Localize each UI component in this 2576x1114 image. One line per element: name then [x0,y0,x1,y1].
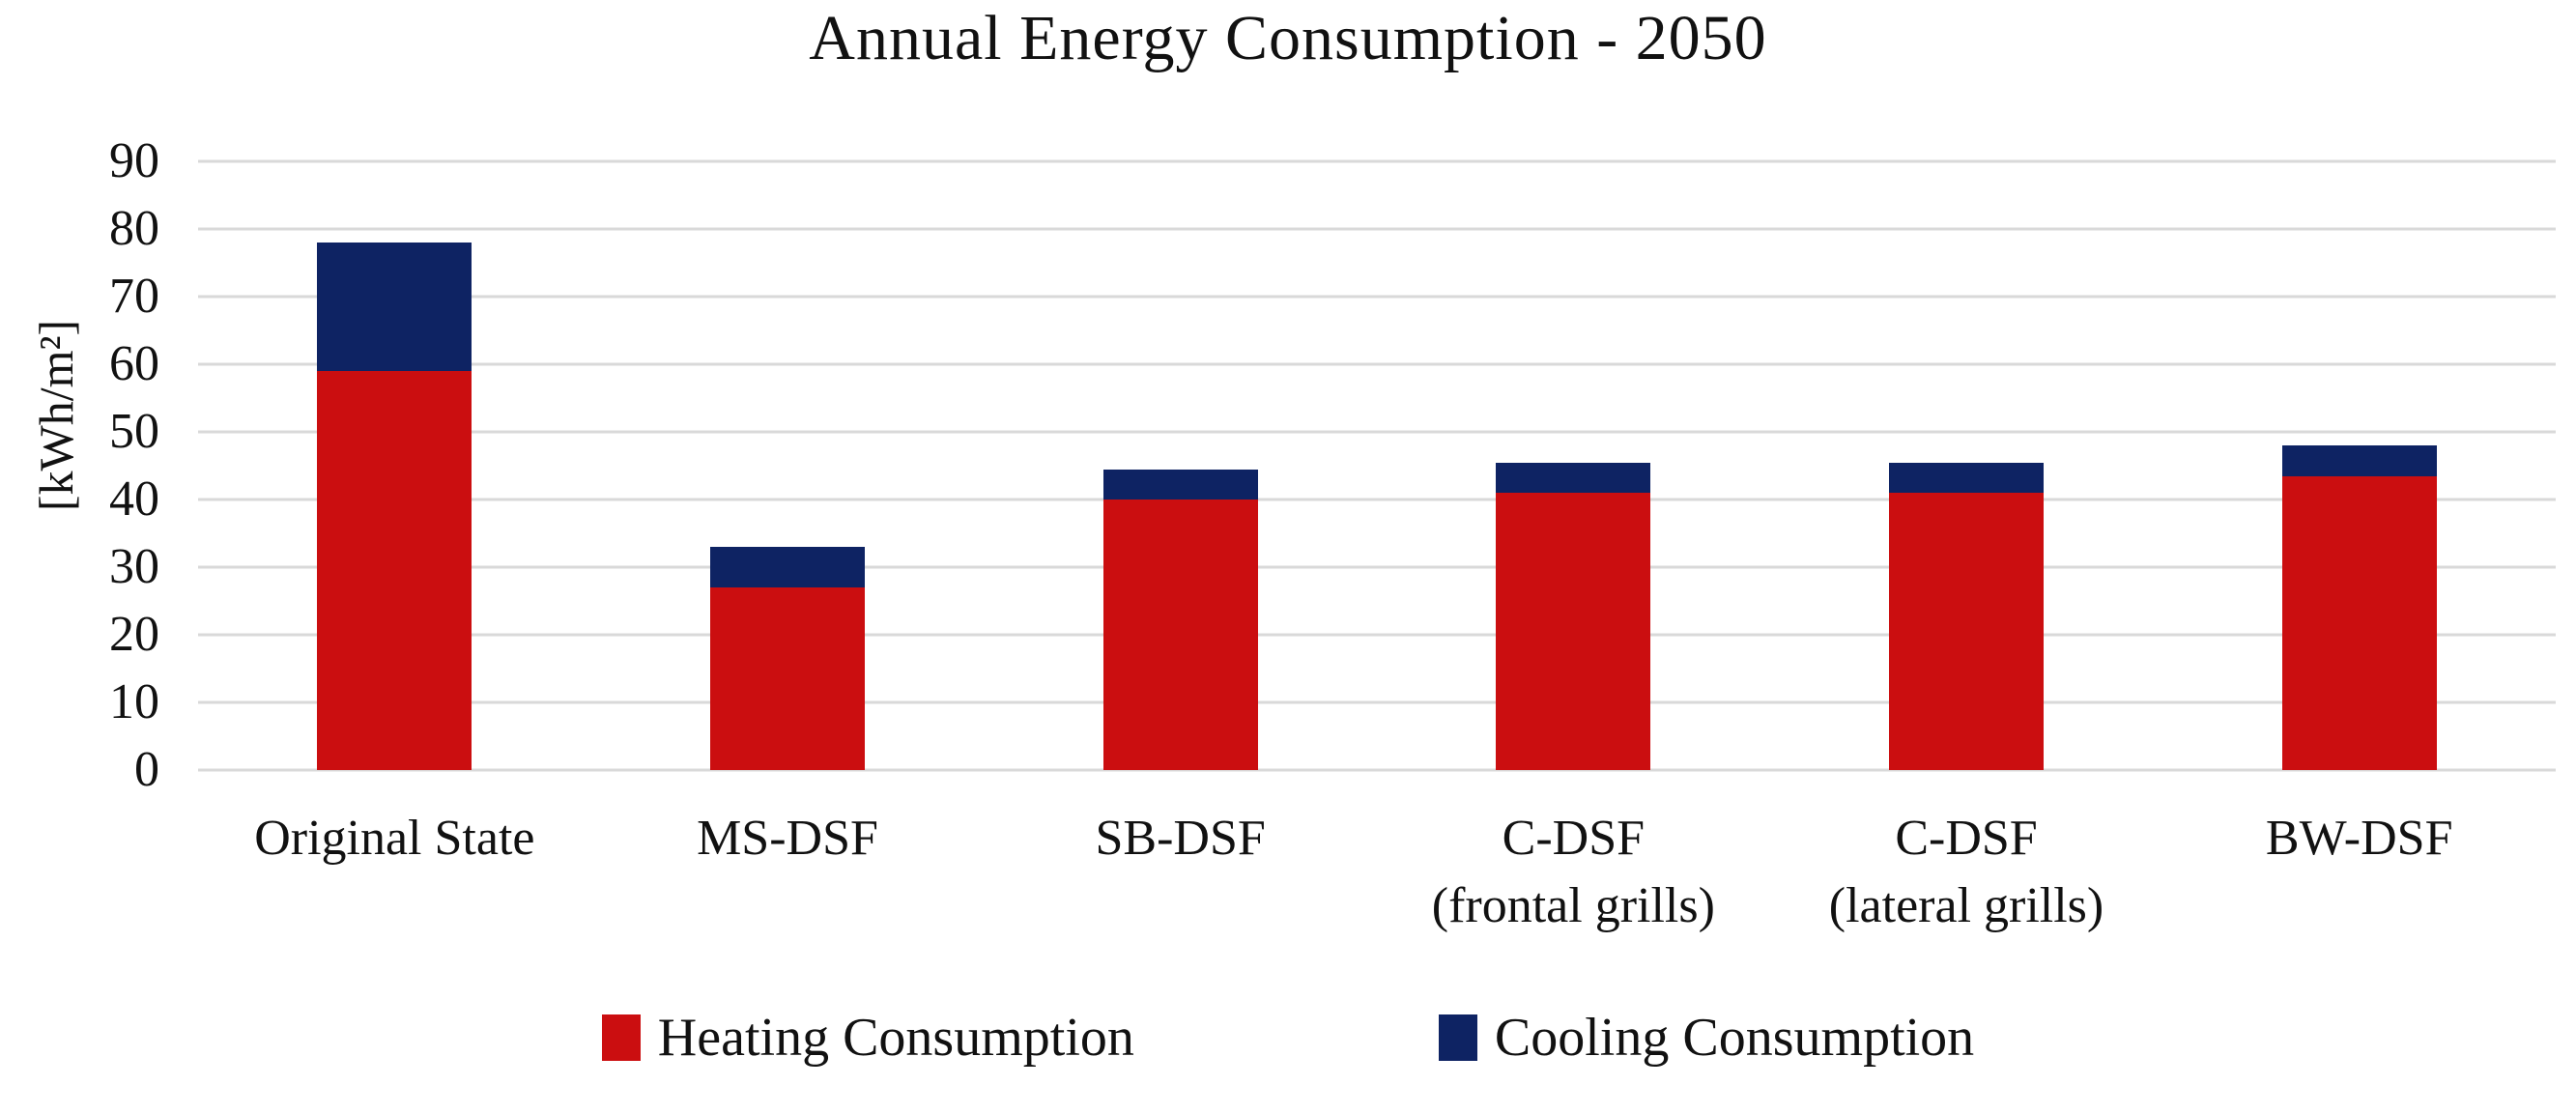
bar-slot [984,161,1377,770]
legend-item-heating: Heating Consumption [601,1007,1134,1069]
x-tick-label: C-DSF (frontal grills) [1431,811,1715,934]
bar-slot [198,161,591,770]
gridline [198,768,2556,772]
legend-label-heating: Heating Consumption [657,1008,1134,1068]
stacked-bar [2281,161,2437,770]
bars [198,161,2556,770]
heating-segment [1102,500,1258,770]
x-tick-label: MS-DSF [697,811,878,866]
legend-label-cooling: Cooling Consumption [1494,1008,1975,1068]
x-tick-label: Original State [254,811,535,866]
gridlines [198,159,2556,772]
stacked-bar [710,161,865,770]
bar-slot [591,161,985,770]
chart-title: Annual Energy Consumption - 2050 [809,3,1767,73]
heating-segment [710,587,865,770]
heating-segment [317,371,472,770]
y-axis-ticks: 0 10 20 30 40 50 60 70 80 90 [109,133,159,797]
cooling-segment [317,243,472,371]
stacked-bar [1889,161,2045,770]
x-tick-label: BW-DSF [2265,811,2453,866]
heating-segment [2281,475,2437,770]
cooling-segment [1496,462,1651,493]
stacked-bar [1102,161,1258,770]
plot-area [198,159,2556,772]
gridline [198,633,2556,637]
heating-segment [1496,493,1651,770]
cooling-segment [1889,462,2045,493]
legend: Heating Consumption Cooling Consumption [0,1007,2576,1069]
cooling-segment [710,547,865,587]
legend-item-cooling: Cooling Consumption [1438,1007,1975,1069]
heating-segment [1889,493,2045,770]
bar-slot [1377,161,1770,770]
x-tick-label: SB-DSF [1095,811,1266,866]
x-tick-label: C-DSF (lateral grills) [1828,811,2104,934]
x-axis-labels: Original State MS-DSF SB-DSF C-DSF (frontal … [198,805,2556,940]
gridline [198,295,2556,299]
stacked-bar [317,161,472,770]
gridline [198,227,2556,231]
gridline [198,159,2556,163]
gridline [198,362,2556,366]
gridline [198,498,2556,501]
heating-swatch-icon [601,1014,641,1061]
gridline [198,565,2556,569]
gridline [198,700,2556,704]
cooling-segment [1102,469,1258,500]
stacked-bar [1496,161,1651,770]
bar-slot [2162,161,2556,770]
cooling-segment [2281,445,2437,476]
cooling-swatch-icon [1438,1014,1477,1061]
gridline [198,430,2556,434]
bar-slot [1770,161,2163,770]
